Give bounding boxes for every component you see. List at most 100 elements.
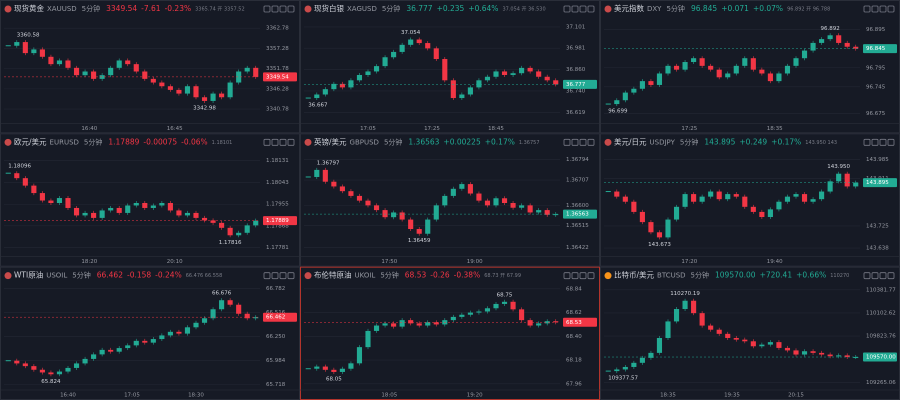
quote: 143.950 143: [805, 140, 837, 146]
y-tick-label: 96.795: [866, 65, 886, 71]
candle: [314, 94, 320, 99]
candle: [39, 369, 45, 373]
candle: [484, 308, 491, 312]
candle: [159, 203, 165, 206]
toolbar-icon[interactable]: [871, 5, 879, 13]
toolbar-icon[interactable]: [271, 138, 279, 146]
toolbar-icon[interactable]: [879, 138, 887, 146]
candle: [99, 210, 105, 218]
candle: [91, 212, 97, 218]
candle: [793, 350, 799, 355]
candle: [73, 67, 80, 76]
price-change-pct: +0.07%: [753, 4, 783, 13]
candle: [416, 323, 422, 326]
toolbar-icon[interactable]: [263, 272, 271, 280]
toolbar-icon[interactable]: [587, 5, 595, 13]
price-change: -0.26: [430, 271, 450, 280]
chart-panel[interactable]: 美元/日元 USDJPY 5分钟 143.895 +0.249 +0.17% 143.950…: [600, 133, 900, 267]
toolbar-icon[interactable]: [563, 5, 571, 13]
high-annotation: 1.18096: [8, 164, 31, 170]
flag-icon: [4, 5, 12, 13]
chart-panel[interactable]: 美元指数 DXY 5分钟 96.845 +0.071 +0.07% 96.892 开 96.…: [600, 0, 900, 134]
candle: [605, 191, 611, 193]
toolbar-icon[interactable]: [887, 272, 895, 280]
toolbar-icon[interactable]: [279, 272, 287, 280]
quote: 1.18101: [212, 140, 233, 146]
candle: [373, 66, 380, 72]
toolbar-icon[interactable]: [287, 138, 295, 146]
symbol-name: 比特币/美元: [614, 270, 655, 280]
toolbar-icon[interactable]: [571, 5, 579, 13]
toolbar-icon[interactable]: [279, 138, 287, 146]
toolbar-icon[interactable]: [587, 272, 595, 280]
toolbar-icon[interactable]: [579, 5, 587, 13]
toolbar-icon[interactable]: [287, 5, 295, 13]
toolbar-icon[interactable]: [887, 138, 895, 146]
toolbar-icon[interactable]: [871, 138, 879, 146]
toolbar-icon[interactable]: [563, 272, 571, 280]
candle: [665, 321, 671, 338]
toolbar-icon[interactable]: [863, 5, 871, 13]
toolbar-icon[interactable]: [287, 272, 295, 280]
low-annotation: 1.36459: [408, 238, 431, 244]
interval: 5分钟: [84, 137, 102, 146]
toolbar-icon[interactable]: [579, 272, 587, 280]
toolbar-icon[interactable]: [863, 138, 871, 146]
x-tick-label: 17:25: [424, 126, 440, 132]
candle: [493, 198, 499, 206]
candle: [801, 194, 808, 202]
candle: [493, 71, 499, 77]
price-label: 3349.54: [266, 74, 289, 80]
candle: [536, 210, 542, 213]
toolbar-icon[interactable]: [863, 272, 871, 280]
chart-panel[interactable]: 英镑/美元 GBPUSD 5分钟 1.36563 +0.00225 +0.17% 1.367…: [300, 133, 600, 267]
candle: [227, 300, 233, 305]
toolbar-icon[interactable]: [563, 138, 571, 146]
candle: [750, 341, 756, 347]
toolbar-icon[interactable]: [571, 272, 579, 280]
toolbar-icon[interactable]: [271, 5, 279, 13]
toolbar-icon[interactable]: [271, 272, 279, 280]
candle: [244, 313, 250, 319]
flag-icon: [304, 5, 312, 13]
interval: 5分钟: [380, 271, 398, 280]
candle: [622, 92, 628, 101]
candle: [356, 347, 363, 364]
toolbar-icon[interactable]: [887, 5, 895, 13]
price-change-pct: -0.24%: [155, 271, 182, 280]
chart-panel[interactable]: 现货白银 XAGUSD 5分钟 36.777 +0.235 +0.64% 37.054 开 …: [300, 0, 600, 134]
x-tick-label: 18:45: [488, 126, 504, 132]
toolbar-icon[interactable]: [263, 5, 271, 13]
last-price: 36.777: [406, 4, 432, 13]
candle: [716, 329, 722, 334]
y-tick-label: 37.101: [566, 24, 585, 30]
toolbar-icon[interactable]: [879, 272, 887, 280]
candle: [5, 360, 11, 362]
price-label: 96.845: [866, 46, 886, 52]
toolbar-icon[interactable]: [879, 5, 887, 13]
candle: [176, 210, 182, 216]
candle: [750, 206, 756, 212]
chart-panel[interactable]: 欧元/美元 EURUSD 5分钟 1.17889 -0.00075 -0.06% 1.181…: [0, 133, 300, 267]
y-tick-label: 66.250: [266, 334, 286, 340]
candle: [699, 196, 705, 202]
candle: [836, 173, 842, 182]
toolbar-icon[interactable]: [571, 138, 579, 146]
candle: [210, 309, 216, 319]
high-annotation: 96.892: [821, 26, 840, 32]
high-annotation: 68.75: [497, 292, 513, 298]
candle: [339, 186, 345, 192]
candle: [691, 300, 697, 314]
chart-panel[interactable]: 现货黄金 XAUUSD 5分钟 3349.54 -7.61 -0.23% 3365.74 开…: [0, 0, 300, 134]
toolbar-icon[interactable]: [263, 138, 271, 146]
candle: [82, 358, 88, 364]
toolbar-icon[interactable]: [279, 5, 287, 13]
toolbar-icon[interactable]: [871, 272, 879, 280]
chart-panel[interactable]: 比特币/美元 BTCUSD 5分钟 109570.00 +720.41 +0.66% 110…: [600, 266, 900, 400]
toolbar-icon[interactable]: [587, 138, 595, 146]
chart-panel[interactable]: 布伦特原油 UKOIL 5分钟 68.53 -0.26 -0.38% 68.73 开 67.…: [300, 266, 600, 400]
candle: [776, 73, 782, 82]
chart-panel[interactable]: WTI原油 USOIL 5分钟 66.462 -0.158 -0.24% 66.476 66…: [0, 266, 300, 400]
candle: [699, 58, 705, 66]
toolbar-icon[interactable]: [579, 138, 587, 146]
